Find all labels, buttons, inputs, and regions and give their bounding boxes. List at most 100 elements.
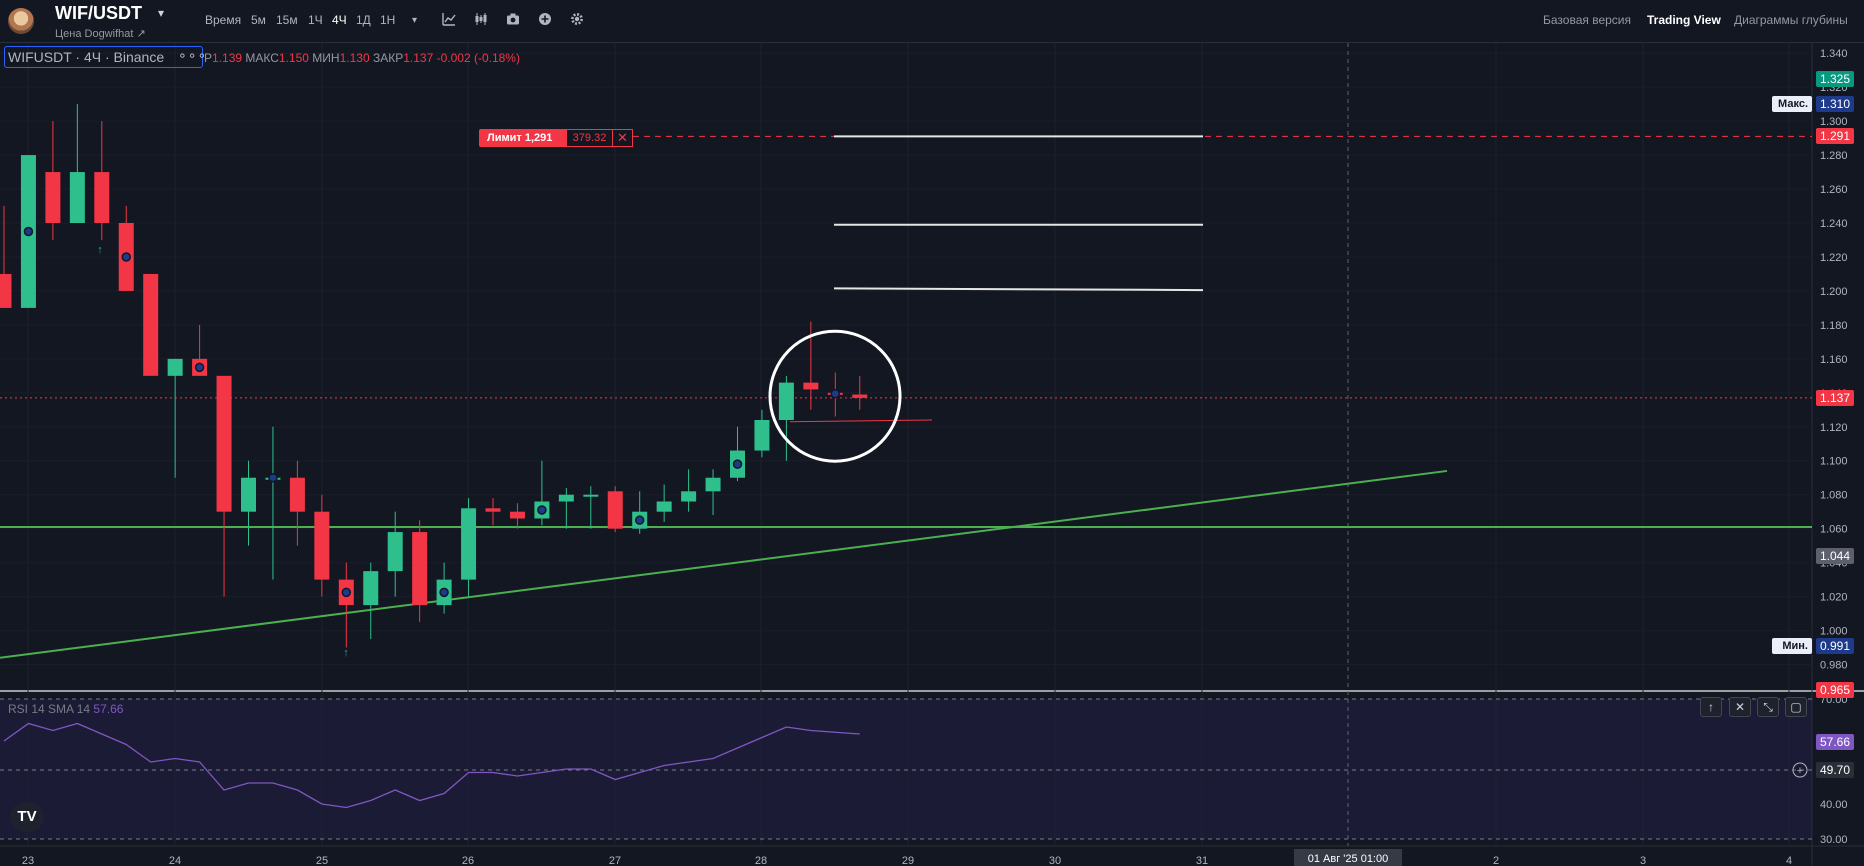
candle-body <box>69 172 85 224</box>
trade-marker <box>121 252 131 262</box>
y-tick-label: 1.200 <box>1820 286 1848 298</box>
candle-body <box>0 273 12 308</box>
y-tick-label: 1.100 <box>1820 456 1848 468</box>
pane-close-icon[interactable]: ✕ <box>1729 697 1751 717</box>
x-tick-label: 23 <box>22 855 34 866</box>
y-tick-label: 0.980 <box>1820 660 1848 672</box>
candle-body <box>412 532 428 606</box>
rsi-line <box>3 722 860 809</box>
legend-symbol: WIFUSDT · 4Ч · Binance <box>8 49 165 65</box>
y-tick-label: 1.260 <box>1820 184 1848 196</box>
symbol-subtitle[interactable]: Цена Dogwifhat ↗ <box>55 28 146 40</box>
price-tag-caption: Мин. <box>1772 637 1812 654</box>
candle-body <box>509 511 525 519</box>
candle-body <box>216 375 232 512</box>
ohlc-legend: Р1.139 МАКС1.150 МИН1.130 ЗАКР1.137 -0.0… <box>204 51 520 65</box>
price-tag: 1.310 <box>1816 96 1854 113</box>
candle-body <box>583 494 599 497</box>
candle-body <box>387 532 403 572</box>
candle-body <box>241 477 256 512</box>
timeframe-1d[interactable]: 1Д <box>356 13 371 27</box>
limit-order-qty[interactable]: 379.32 <box>566 129 613 147</box>
crosshair-time-label: 01 Авг '25 01:00 <box>1308 853 1388 865</box>
candle-body <box>314 511 330 580</box>
limit-order-label[interactable]: Лимит 1,291 <box>479 129 566 147</box>
rsi-band <box>0 699 1812 839</box>
low-value: 1.130 <box>339 51 370 65</box>
plus-circle-icon[interactable] <box>538 12 552 26</box>
tab-basic[interactable]: Базовая версия <box>1543 13 1631 27</box>
y-tick-label: 1.120 <box>1820 422 1848 434</box>
timeframe-4h[interactable]: 4Ч <box>332 13 347 27</box>
trade-marker <box>341 587 352 598</box>
crosshair-time-bg <box>1294 849 1402 866</box>
timeframe-5m[interactable]: 5м <box>251 13 266 27</box>
coin-logo <box>8 8 34 34</box>
price-tag: 0.965 <box>1816 682 1854 698</box>
y-tick-label: 1.240 <box>1820 218 1848 230</box>
y-tick-label: 1.000 <box>1820 626 1848 638</box>
timeframe-1h[interactable]: 1Ч <box>308 13 323 27</box>
x-tick-label: 29 <box>902 855 914 866</box>
price-tag: 1.137 <box>1816 389 1854 406</box>
candle-body <box>803 382 819 390</box>
y-tick-label: 1.160 <box>1820 354 1848 366</box>
timeframe-more-chevron-icon[interactable]: ▾ <box>412 15 418 26</box>
price-tag: 1.291 <box>1816 128 1854 145</box>
top-toolbar: WIF/USDT ▾ Цена Dogwifhat ↗ Время 5м 15м… <box>0 0 1864 43</box>
candle-body <box>363 571 379 606</box>
tradingview-logo[interactable]: TV <box>10 802 44 832</box>
change-value: -0.002 (-0.18%) <box>436 51 520 65</box>
y-tick-label: 1.020 <box>1820 592 1848 604</box>
open-label: Р <box>204 51 213 65</box>
tab-depth-chart[interactable]: Диаграммы глубины <box>1734 13 1848 27</box>
timeframe-time[interactable]: Время <box>205 13 242 27</box>
x-tick-label: 28 <box>755 855 767 866</box>
pane-move-up-icon[interactable]: ↑ <box>1700 697 1722 717</box>
y-tick-label: 1.220 <box>1820 252 1848 264</box>
timeframe-15m[interactable]: 15м <box>276 13 298 27</box>
trade-marker <box>830 388 841 399</box>
x-tick-label: 31 <box>1196 855 1208 866</box>
candles-icon[interactable] <box>474 12 488 26</box>
close-label: ЗАКР <box>372 51 404 65</box>
close-value: 1.137 <box>403 51 434 65</box>
tab-trading-view[interactable]: Trading View <box>1647 13 1721 27</box>
candle-body <box>94 172 110 224</box>
y-tick-label: 1.060 <box>1820 524 1848 536</box>
price-tag-caption: Макс. <box>1772 96 1812 113</box>
price-pane-bg <box>0 43 1812 690</box>
x-tick-label: 27 <box>609 855 621 866</box>
add-alert-icon: + <box>1797 765 1803 777</box>
x-tick-label: 26 <box>462 855 474 866</box>
limit-order-close-icon[interactable]: ✕ <box>613 129 633 147</box>
candle-body <box>852 394 868 398</box>
rsi-name: RSI 14 SMA 14 <box>8 702 91 716</box>
camera-icon[interactable] <box>506 12 520 26</box>
y-tick-label: 1.080 <box>1820 490 1848 502</box>
rsi-value: 57.66 <box>93 702 124 716</box>
trade-marker <box>268 472 278 483</box>
low-label: МИН <box>312 51 340 65</box>
x-tick-label: 24 <box>169 855 181 866</box>
chevron-down-icon[interactable]: ▾ <box>158 6 165 20</box>
y-tick-label: 1.340 <box>1820 48 1848 60</box>
indicators-icon[interactable] <box>442 12 456 26</box>
high-label: МАКС <box>245 51 279 65</box>
candle-body <box>461 508 477 580</box>
pane-collapse-icon[interactable]: ⤡ <box>1757 697 1779 717</box>
timeframe-1w[interactable]: 1Н <box>380 13 396 27</box>
legend-more-icon[interactable]: ∘∘∘ <box>178 47 208 63</box>
high-value: 1.150 <box>278 51 309 65</box>
gear-icon[interactable] <box>570 12 584 26</box>
trade-marker <box>439 587 449 598</box>
symbol-title[interactable]: WIF/USDT <box>55 3 142 23</box>
legend-symbol-box[interactable] <box>4 46 203 68</box>
trendline <box>0 469 1448 659</box>
pane-maximize-icon[interactable]: ▢ <box>1785 697 1807 717</box>
target-line <box>833 287 1204 292</box>
rsi-legend: RSI 14 SMA 14 57.66 <box>8 702 123 716</box>
price-tag: 1.325 <box>1816 70 1854 87</box>
candle-body <box>778 382 794 420</box>
